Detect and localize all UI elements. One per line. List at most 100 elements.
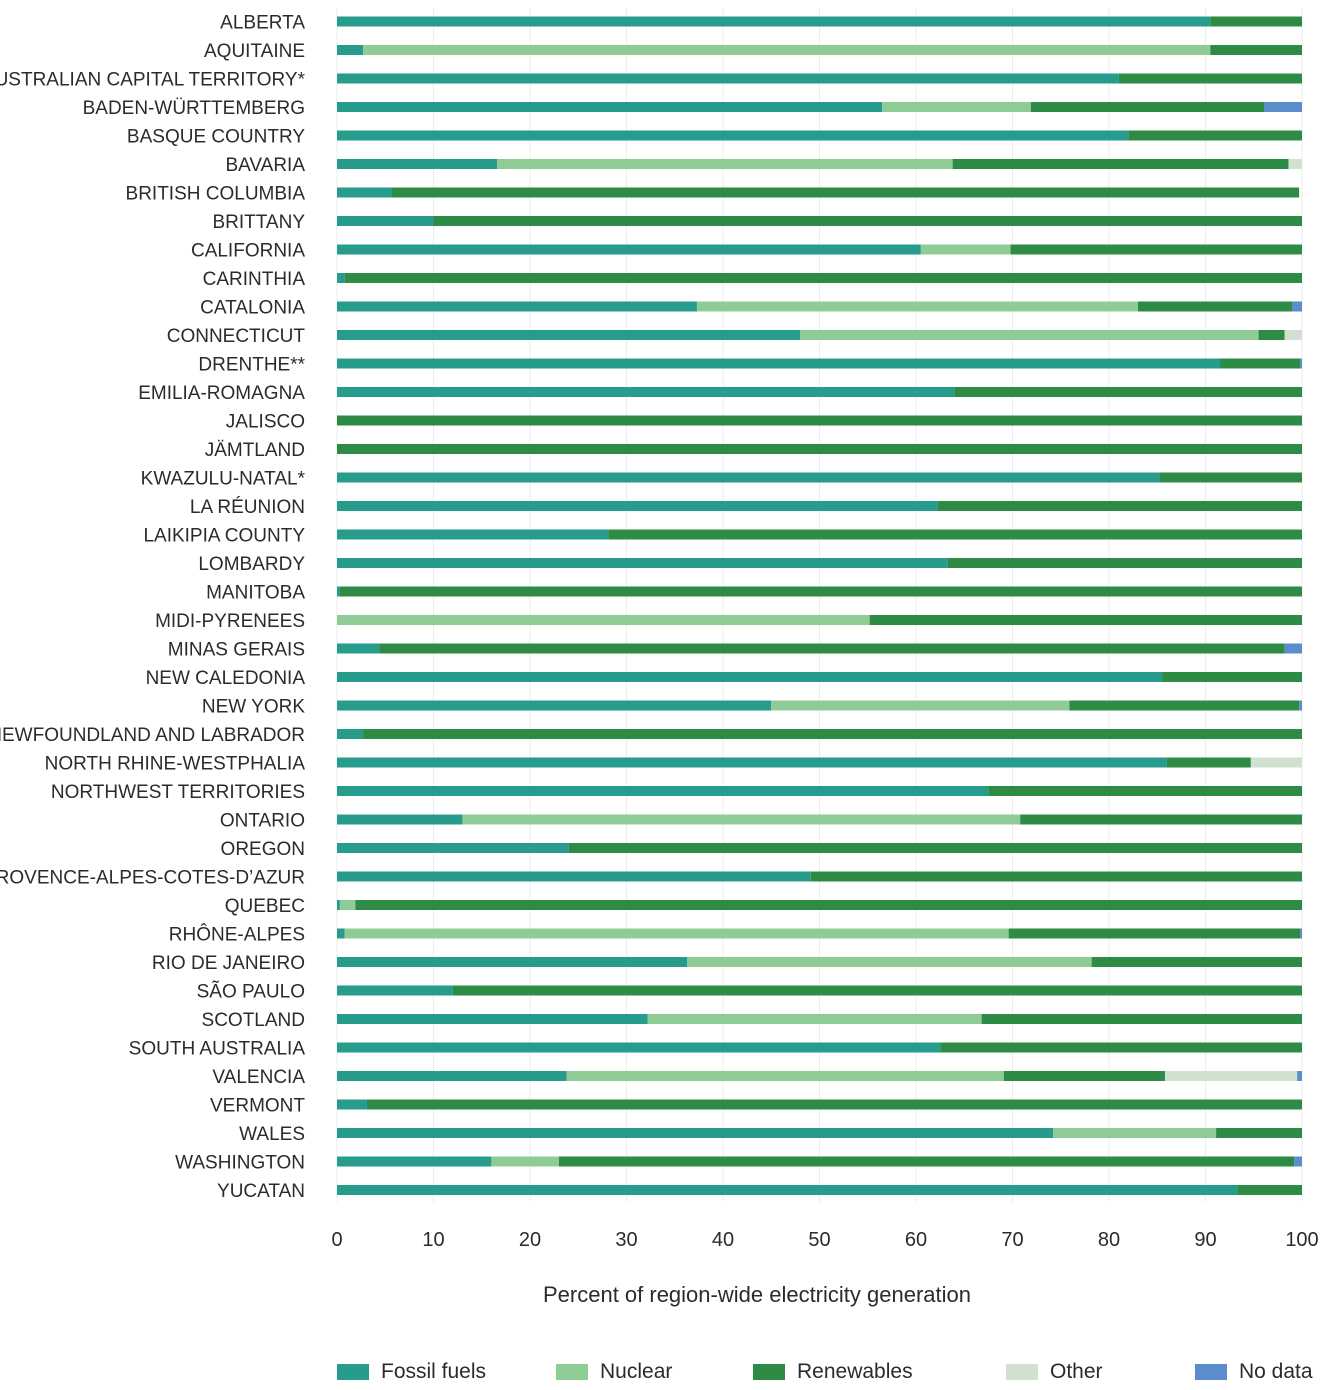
bar-segment: [1118, 73, 1302, 84]
category-label: QUEBEC: [225, 896, 305, 917]
legend-item: Other: [1006, 1358, 1103, 1386]
bar-segment: [337, 216, 434, 226]
bar-segment: [337, 102, 883, 112]
bar-segment: [920, 244, 1011, 255]
category-label: LOMBARDY: [198, 554, 305, 575]
category-label: CONNECTICUT: [167, 326, 306, 347]
bar-segment: [568, 843, 1302, 853]
bar-segment: [337, 1099, 367, 1110]
bar-segment: [337, 1014, 648, 1024]
bar-segment: [1137, 301, 1293, 312]
bar-segment: [339, 900, 356, 910]
bar-segment: [337, 16, 1211, 27]
category-label: NEWFOUNDLAND AND LABRADOR: [0, 725, 305, 746]
bar-segment: [1264, 102, 1302, 112]
bar-segment: [337, 615, 870, 625]
grid-lines: [336, 8, 1303, 1202]
bar-segment: [337, 187, 393, 198]
bar-segment: [337, 586, 340, 597]
bar-segment: [1210, 45, 1302, 55]
bar-segment: [462, 814, 1021, 825]
legend-swatch: [1195, 1364, 1227, 1380]
bar-segment: [1159, 472, 1302, 483]
bar-segment: [1292, 301, 1302, 312]
x-tick-label: 20: [519, 1229, 541, 1251]
category-label: BRITISH COLUMBIA: [126, 184, 306, 205]
legend-item: Nuclear: [556, 1358, 672, 1386]
category-label: BADEN-WÜRTTEMBERG: [83, 98, 305, 119]
bar-segment: [337, 700, 772, 711]
category-label: SOUTH AUSTRALIA: [129, 1039, 306, 1060]
bar-segment: [1003, 1071, 1165, 1081]
bar-segment: [1250, 757, 1302, 768]
legend-label: Fossil fuels: [381, 1360, 487, 1383]
bar-segment: [337, 729, 364, 739]
category-label: NORTH RHINE-WESTPHALIA: [45, 754, 306, 775]
legend-swatch: [1006, 1364, 1038, 1380]
bar-segment: [337, 985, 453, 996]
x-tick-label: 100: [1285, 1229, 1318, 1251]
bar-segment: [337, 444, 1302, 454]
bar-segment: [337, 45, 364, 55]
legend-label: Nuclear: [600, 1360, 673, 1383]
bar-segment: [337, 159, 498, 169]
category-label: PROVENCE-ALPES-COTES-D’AZUR: [0, 868, 305, 889]
bar-segment: [337, 1185, 1238, 1195]
bar-segment: [337, 786, 989, 796]
category-label: RIO DE JANEIRO: [152, 953, 305, 974]
bar-segment: [379, 643, 1285, 654]
bar-segment: [1128, 130, 1302, 141]
bar-segment: [1091, 957, 1302, 967]
category-label: VALENCIA: [212, 1067, 305, 1088]
bar-segment: [1284, 643, 1302, 654]
bar-segment: [337, 387, 955, 397]
bar-segment: [1069, 700, 1300, 711]
bar-segment: [433, 216, 1302, 226]
bar-segment: [1008, 928, 1301, 939]
bar-segment: [337, 814, 463, 825]
category-label: ALBERTA: [220, 13, 305, 34]
category-label: AUSTRALIAN CAPITAL TERRITORY*: [0, 70, 306, 91]
bar-segment: [337, 73, 1119, 84]
bar-segment: [687, 957, 1092, 967]
category-label: OREGON: [221, 839, 305, 860]
bar-segment: [1164, 1071, 1298, 1081]
bar-segment: [1258, 330, 1285, 340]
category-label: NORTHWEST TERRITORIES: [51, 782, 305, 803]
bar-segment: [954, 387, 1302, 397]
category-label: WASHINGTON: [175, 1153, 305, 1174]
bar-segment: [491, 1156, 559, 1167]
bar-segment: [363, 729, 1302, 739]
legend-swatch: [753, 1364, 785, 1380]
bar-segment: [1237, 1185, 1302, 1195]
bar-segment: [696, 301, 1138, 312]
category-label: RHÔNE-ALPES: [169, 924, 305, 946]
bar-segment: [337, 301, 697, 312]
bar-segment: [337, 501, 938, 511]
legend-swatch: [337, 1364, 369, 1380]
category-labels: ALBERTA AQUITAINE AUSTRALIAN CAPITAL TERRI…: [0, 13, 306, 1203]
category-label: JALISCO: [226, 412, 305, 433]
bar-segment: [947, 558, 1302, 568]
category-label: SÃO PAULO: [197, 981, 305, 1003]
category-label: CALIFORNIA: [191, 241, 305, 262]
category-label: BAVARIA: [225, 155, 305, 176]
bar-segment: [1053, 1128, 1217, 1138]
bar-segment: [1020, 814, 1302, 825]
bar-segment: [337, 757, 1167, 768]
x-tick-label: 90: [1194, 1229, 1216, 1251]
bar-segment: [337, 130, 1129, 141]
x-tick-label: 70: [1001, 1229, 1023, 1251]
legend-label: Renewables: [797, 1360, 913, 1383]
x-tick-label: 80: [1098, 1229, 1120, 1251]
bar-segment: [337, 1071, 567, 1081]
legend-label: No data: [1239, 1360, 1313, 1383]
category-label: DRENTHE**: [198, 355, 305, 376]
category-label: CATALONIA: [200, 298, 305, 319]
bar-segment: [1030, 102, 1265, 112]
bar-segment: [800, 330, 1259, 340]
bar-segment: [1166, 757, 1251, 768]
bar-segment: [392, 187, 1300, 198]
bar-segment: [337, 928, 345, 939]
bar-segment: [452, 985, 1302, 996]
